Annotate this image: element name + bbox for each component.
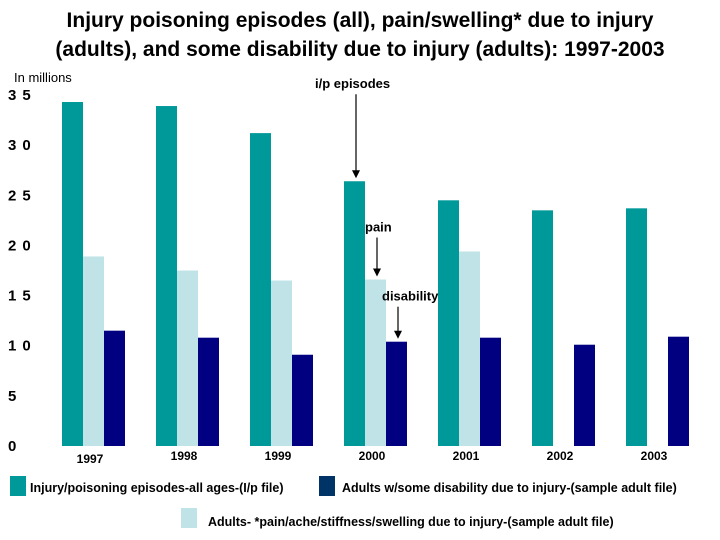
y-tick-label: 20 bbox=[8, 237, 37, 254]
bar-1997-series-2 bbox=[104, 330, 125, 446]
bar-2001-series-2 bbox=[480, 337, 501, 446]
x-tick-label-1998: 1998 bbox=[171, 449, 198, 463]
y-tick-label: 25 bbox=[8, 187, 37, 204]
annotation-label-1: pain bbox=[365, 220, 392, 235]
bar-1999-series-0 bbox=[250, 133, 271, 446]
annotation-arrow-head-1 bbox=[373, 268, 381, 277]
y-tick-label: 0 bbox=[8, 438, 22, 455]
y-tick-label: 35 bbox=[8, 87, 37, 104]
y-tick-label: 10 bbox=[8, 338, 37, 355]
bar-2002-series-2 bbox=[574, 344, 595, 446]
bar-2002-series-0 bbox=[532, 210, 553, 446]
x-tick-label-2002: 2002 bbox=[547, 449, 574, 463]
y-tick-label: 5 bbox=[8, 388, 22, 405]
bar-1999-series-2 bbox=[292, 354, 313, 446]
bar-1999-series-1 bbox=[271, 280, 292, 446]
y-units-label: In millions bbox=[14, 70, 72, 85]
bar-2000-series-0 bbox=[344, 181, 365, 446]
legend-swatch-pain bbox=[181, 508, 197, 528]
legend-swatch-episodes bbox=[10, 476, 26, 496]
legend-swatch-disability bbox=[319, 476, 335, 496]
x-tick-label-2000: 2000 bbox=[359, 449, 386, 463]
bar-2001-series-0 bbox=[438, 200, 459, 446]
annotation-arrow-head-0 bbox=[352, 170, 360, 179]
chart-title-line-2: (adults), and some disability due to inj… bbox=[55, 38, 665, 61]
bar-1998-series-0 bbox=[156, 106, 177, 446]
bar-2003-series-2 bbox=[668, 336, 689, 446]
legend-label-episodes: Injury/poisoning episodes-all ages-(I/p … bbox=[30, 481, 284, 495]
bar-1998-series-1 bbox=[177, 270, 198, 446]
chart-title: Injury poisoning episodes (all), pain/sw… bbox=[0, 6, 720, 64]
x-tick-label-2003: 2003 bbox=[641, 449, 668, 463]
annotation-label-0: i/p episodes bbox=[315, 76, 390, 91]
x-tick-label-2001: 2001 bbox=[453, 449, 480, 463]
bar-2003-series-0 bbox=[626, 208, 647, 446]
legend-label-pain: Adults- *pain/ache/stiffness/swelling du… bbox=[208, 515, 614, 529]
chart-title-line-1: Injury poisoning episodes (all), pain/sw… bbox=[66, 9, 654, 32]
x-tick-label-1999: 1999 bbox=[265, 449, 292, 463]
bar-1997-series-1 bbox=[83, 256, 104, 446]
y-tick-label: 15 bbox=[8, 288, 37, 305]
x-tick-label-1997: 1997 bbox=[77, 452, 104, 466]
annotation-label-2: disability bbox=[382, 289, 439, 304]
legend-label-disability: Adults w/some disability due to injury-(… bbox=[342, 481, 677, 495]
bar-2000-series-2 bbox=[386, 341, 407, 446]
bar-2001-series-1 bbox=[459, 251, 480, 446]
y-tick-label: 30 bbox=[8, 137, 37, 154]
bar-2000-series-1 bbox=[365, 279, 386, 446]
bar-1997-series-0 bbox=[62, 102, 83, 447]
bar-1998-series-2 bbox=[198, 337, 219, 446]
annotation-arrow-head-2 bbox=[394, 330, 402, 339]
